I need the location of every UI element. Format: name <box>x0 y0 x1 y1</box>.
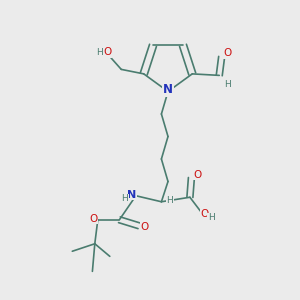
Text: H: H <box>96 48 103 57</box>
Text: H: H <box>167 196 173 205</box>
Text: O: O <box>103 47 112 57</box>
Text: N: N <box>128 190 136 200</box>
Text: N: N <box>163 83 173 97</box>
Text: H: H <box>122 194 128 203</box>
Text: H: H <box>224 80 231 89</box>
Text: O: O <box>193 170 202 180</box>
Text: O: O <box>140 222 148 232</box>
Text: H: H <box>208 213 214 222</box>
Text: O: O <box>223 48 231 58</box>
Text: O: O <box>200 209 208 219</box>
Text: O: O <box>89 214 97 224</box>
